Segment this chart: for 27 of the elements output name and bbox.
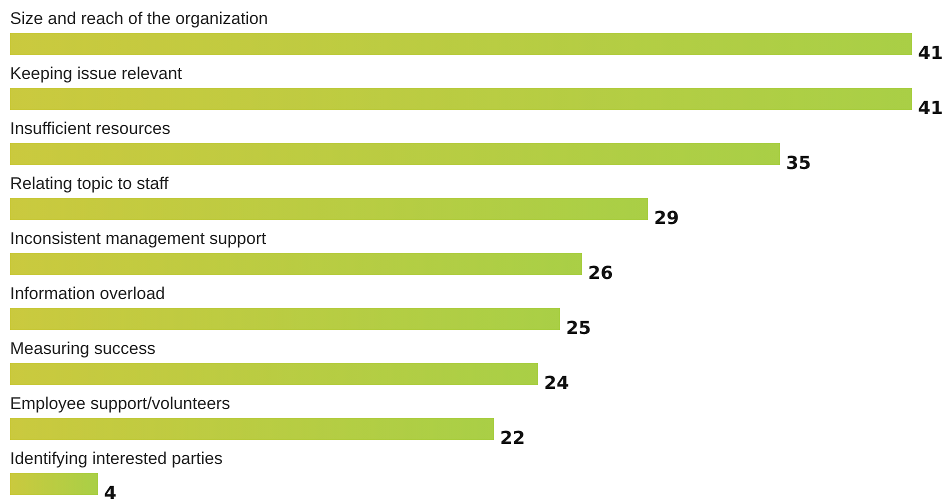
data-label: 29 [654,208,680,229]
y-tick-label: Measuring success [10,339,156,358]
y-tick-label: Information overload [10,284,165,303]
data-label: 41 [918,98,944,119]
y-tick-label: Size and reach of the organization [10,9,268,28]
data-label: 26 [588,263,614,284]
bar [10,143,780,165]
y-tick-label: Keeping issue relevant [10,64,182,83]
bar [10,308,560,330]
bar [10,198,648,220]
data-label: 41 [918,43,944,64]
bar [10,418,494,440]
y-tick-label: Employee support/volunteers [10,394,230,413]
bar [10,253,582,275]
y-tick-label: Relating topic to staff [10,174,169,193]
y-tick-label: Insufficient resources [10,119,170,138]
bar [10,88,912,110]
y-tick-label: Inconsistent management support [10,229,266,248]
bar [10,473,98,495]
bar [10,363,538,385]
y-tick-label: Identifying interested parties [10,449,223,468]
bar [10,33,912,55]
data-label: 4 [104,483,117,504]
data-label: 25 [566,318,592,339]
data-label: 24 [544,373,570,394]
data-label: 22 [500,428,526,449]
data-label: 35 [786,153,812,174]
